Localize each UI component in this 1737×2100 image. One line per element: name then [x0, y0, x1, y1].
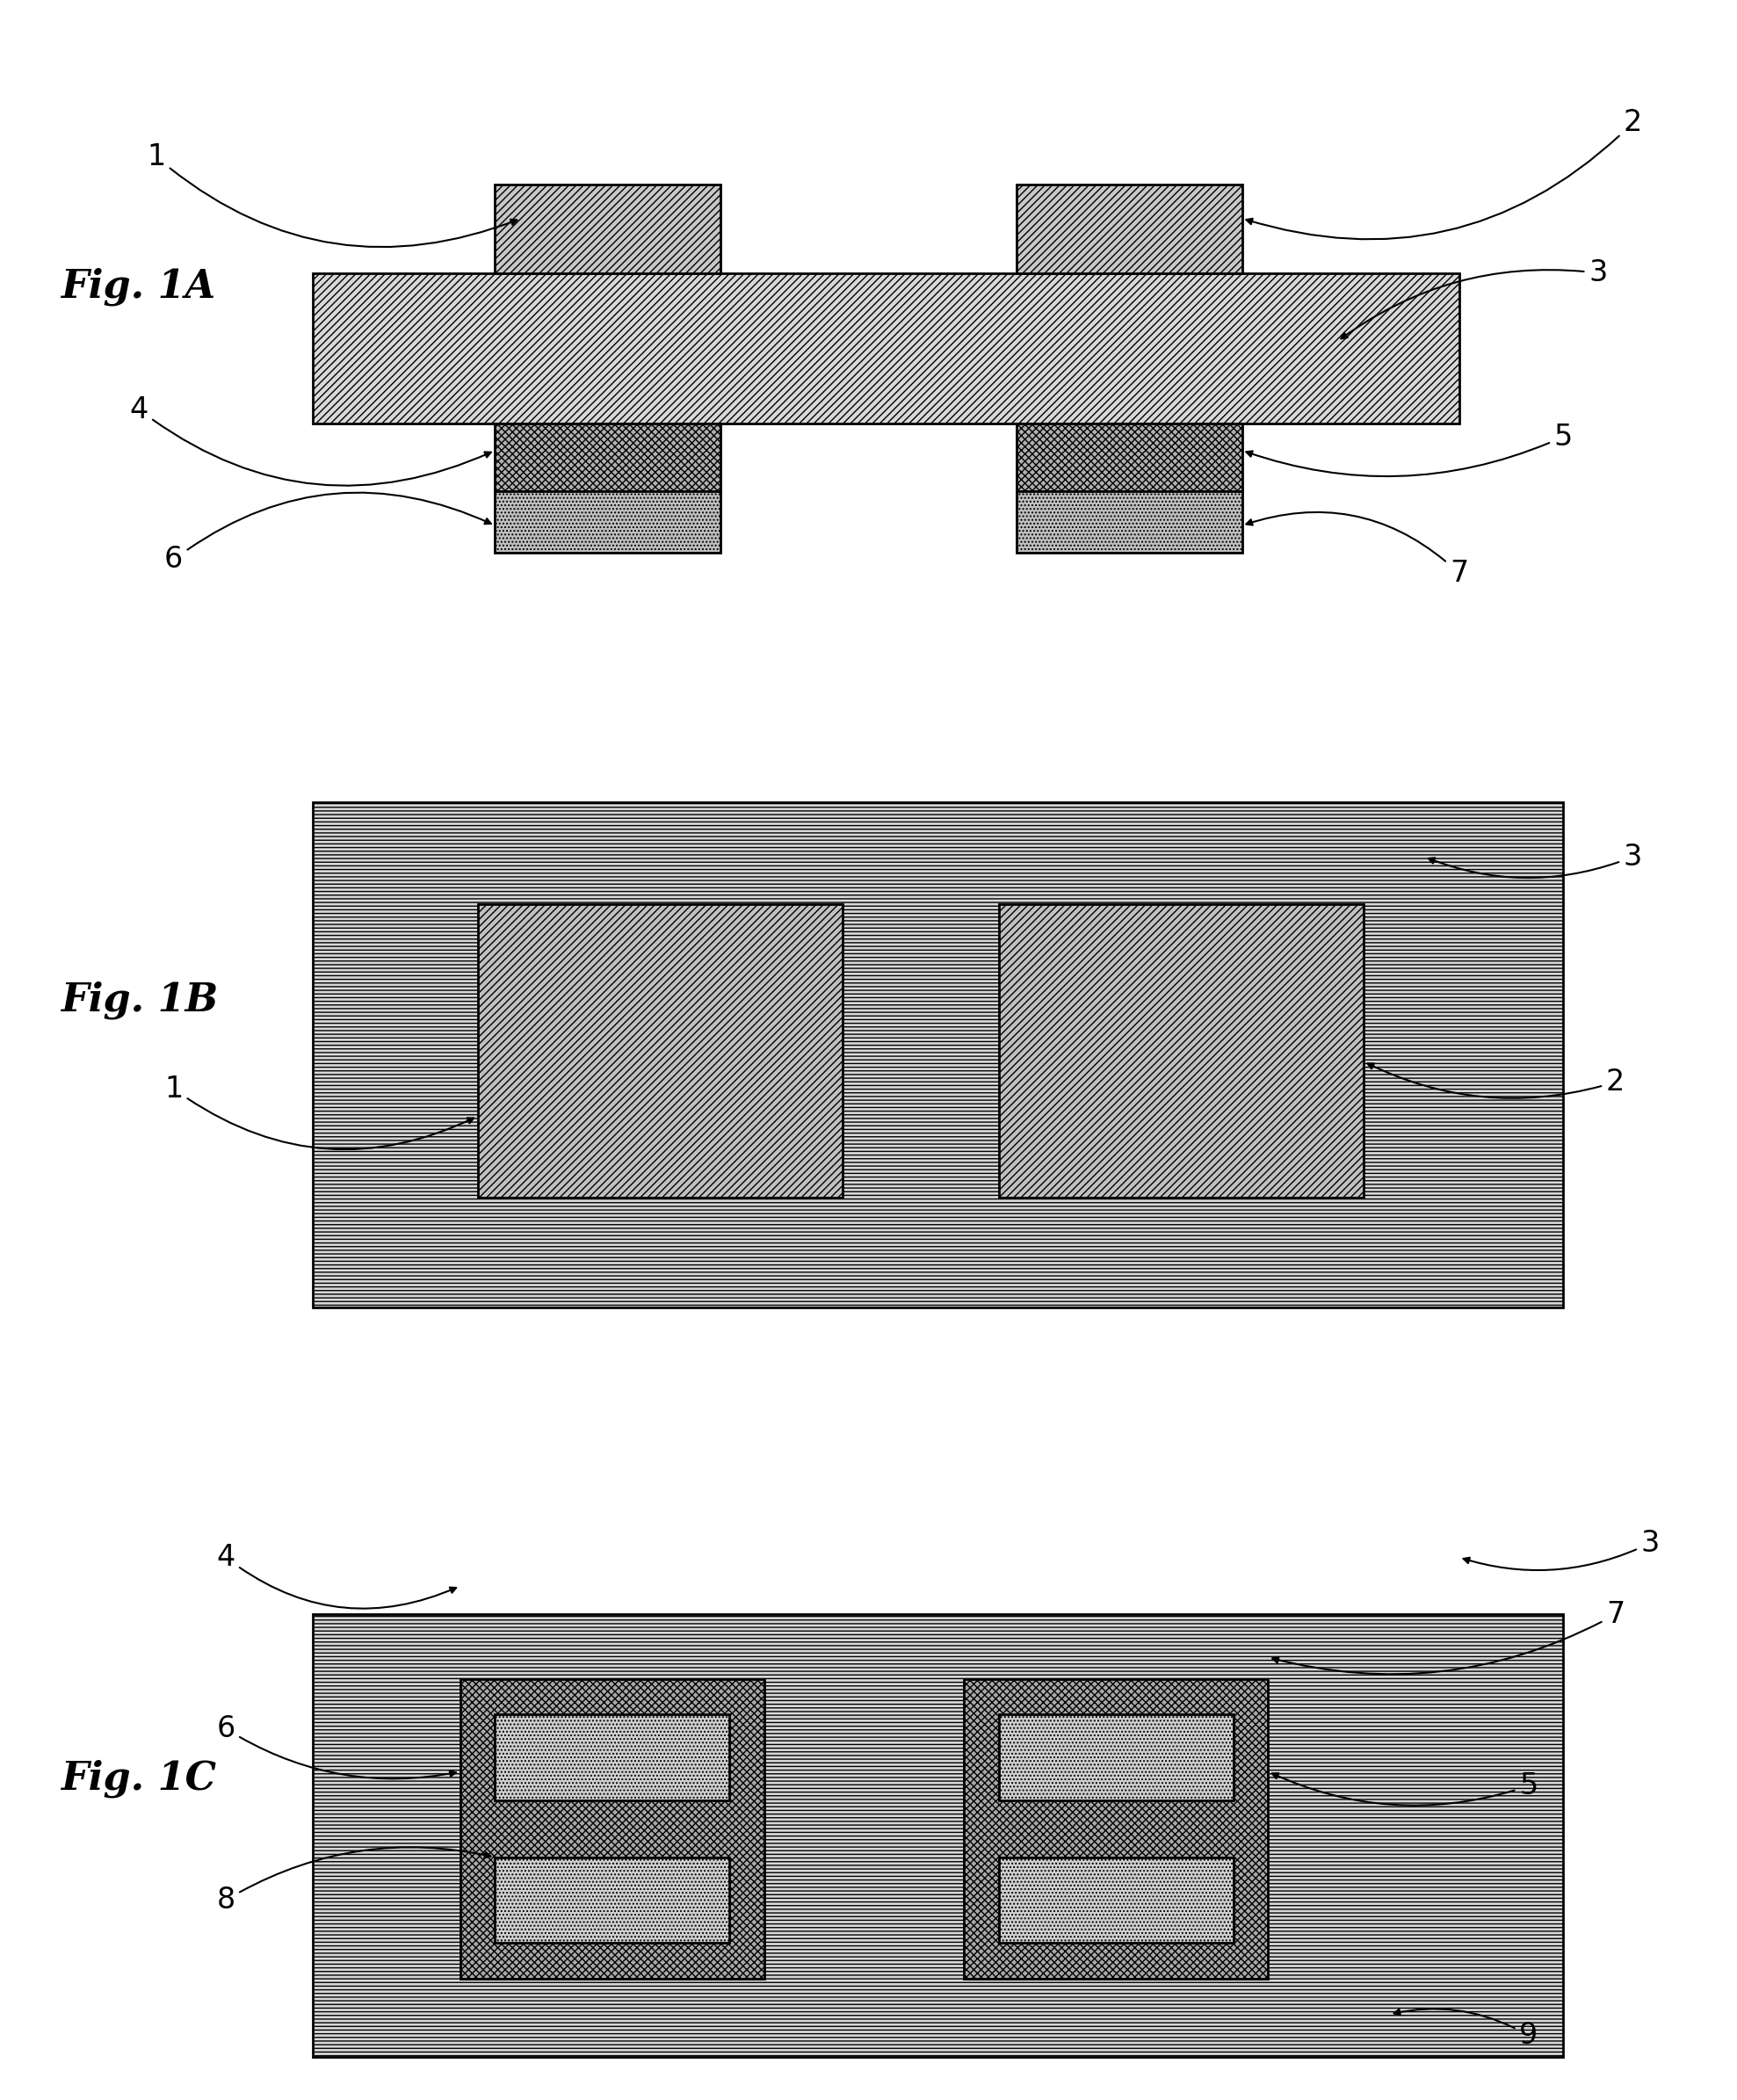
Text: 3: 3: [1341, 258, 1607, 338]
Text: 1: 1: [148, 143, 518, 248]
Bar: [999, 905, 1364, 1197]
Bar: [495, 185, 721, 273]
Text: 9: 9: [1395, 2010, 1537, 2050]
Bar: [495, 424, 721, 491]
Bar: [999, 1714, 1233, 1800]
Text: 5: 5: [1271, 1770, 1537, 1806]
Bar: [964, 1678, 1268, 1978]
Text: Fig. 1A: Fig. 1A: [61, 267, 215, 307]
Text: 7: 7: [1245, 512, 1468, 588]
Text: 7: 7: [1273, 1600, 1624, 1674]
Bar: [495, 1714, 730, 1800]
Text: Fig. 1B: Fig. 1B: [61, 981, 219, 1018]
Text: 8: 8: [217, 1848, 490, 1915]
Text: 6: 6: [217, 1714, 455, 1779]
Text: Fig. 1C: Fig. 1C: [61, 1760, 217, 1798]
Text: 2: 2: [1245, 109, 1641, 239]
Text: 1: 1: [165, 1075, 474, 1149]
Bar: [313, 273, 1459, 424]
Bar: [1016, 491, 1242, 552]
Text: 2: 2: [1367, 1063, 1624, 1098]
Bar: [495, 1856, 730, 1943]
Text: 3: 3: [1463, 1529, 1659, 1571]
Bar: [999, 1856, 1233, 1943]
Text: 3: 3: [1428, 842, 1641, 878]
Text: 4: 4: [130, 395, 492, 485]
Bar: [313, 802, 1563, 1306]
Text: 6: 6: [165, 493, 492, 573]
Bar: [495, 491, 721, 552]
Bar: [313, 1615, 1563, 2058]
Bar: [1016, 185, 1242, 273]
Bar: [460, 1678, 764, 1978]
Text: 4: 4: [217, 1543, 457, 1609]
Bar: [478, 905, 842, 1197]
Text: 5: 5: [1245, 422, 1572, 477]
Bar: [1016, 424, 1242, 491]
